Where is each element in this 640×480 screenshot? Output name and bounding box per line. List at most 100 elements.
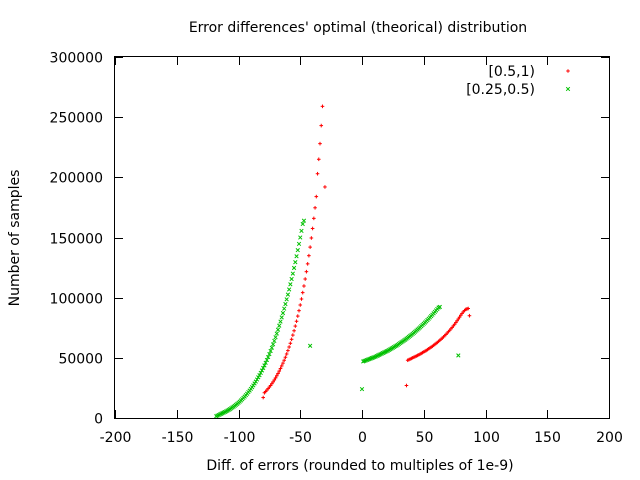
data-point: [295, 314, 300, 318]
legend-label: [0.5,1): [488, 64, 535, 80]
y-tick-label: 50000: [58, 352, 103, 368]
data-point: [302, 284, 306, 288]
data-point: [457, 315, 462, 319]
data-point: [278, 366, 283, 371]
data-point: [294, 254, 299, 259]
x-tick-label: -100: [224, 430, 256, 446]
data-point: [273, 335, 278, 340]
x-tick-label: 200: [596, 430, 623, 446]
data-point: [291, 265, 297, 271]
y-tick-label: 0: [94, 412, 103, 428]
data-point: [466, 306, 471, 311]
data-point: [267, 351, 272, 357]
data-point: [272, 378, 277, 382]
data-point: [318, 141, 322, 146]
data-point: [456, 353, 461, 358]
data-point: [295, 247, 300, 253]
data-point: [273, 376, 278, 380]
data-point: [319, 123, 324, 128]
data-point: [437, 304, 442, 310]
data-point: [310, 226, 315, 231]
data-point: [312, 216, 316, 221]
data-point: [264, 357, 270, 363]
data-point: [289, 276, 294, 282]
data-point: [279, 364, 284, 368]
data-point: [298, 235, 303, 240]
data-point: [268, 383, 273, 388]
data-point: [308, 245, 312, 249]
data-point: [257, 373, 262, 378]
legend-label: [0.25,0.5): [466, 82, 535, 98]
data-point: [269, 345, 274, 350]
data-point: [277, 323, 282, 328]
series-1: [214, 218, 461, 419]
data-point: [274, 373, 279, 378]
x-tick-label: -200: [100, 430, 132, 446]
x-tick-label: 100: [473, 430, 500, 446]
data-point: [316, 157, 321, 162]
data-point: [277, 369, 282, 373]
data-point: [298, 303, 303, 307]
data-point: [283, 355, 288, 360]
data-point: [454, 320, 458, 325]
data-point: [270, 342, 276, 347]
data-point: [279, 315, 284, 320]
data-point: [459, 313, 463, 318]
data-point: [289, 337, 294, 342]
x-tick-label: 0: [358, 430, 367, 446]
data-point: [307, 343, 313, 348]
data-point: [315, 171, 320, 176]
data-point: [292, 328, 296, 333]
data-point: [259, 368, 265, 373]
data-point: [297, 308, 301, 313]
data-point: [287, 345, 291, 349]
data-point: [282, 358, 286, 363]
x-tick-label: -50: [289, 430, 312, 446]
series-layer: [214, 104, 472, 419]
data-point: [293, 260, 298, 265]
data-point: [285, 292, 291, 297]
data-point: [284, 297, 289, 302]
data-point: [271, 380, 275, 384]
y-tick-label: 100000: [50, 292, 103, 308]
data-point: [253, 379, 258, 384]
data-point: [313, 205, 317, 210]
series-0: [261, 104, 472, 400]
data-point: [359, 386, 365, 392]
data-point: [256, 375, 261, 380]
data-point: [275, 327, 281, 332]
data-point: [299, 228, 304, 234]
data-point: [404, 383, 409, 388]
data-point: [274, 331, 279, 336]
x-tick-label: 50: [416, 430, 434, 446]
y-axis-ticks: 0 50000 100000 150000 200000 250000 300000: [50, 51, 609, 428]
data-point: [261, 395, 265, 400]
data-point: [263, 360, 268, 365]
y-tick-label: 250000: [50, 111, 103, 127]
data-point: [276, 371, 280, 376]
data-point: [303, 277, 307, 281]
y-tick-label: 150000: [50, 232, 103, 248]
data-point: [282, 306, 287, 311]
x-axis-ticks: -200 -150 -100 -50 0 50 100 150 200: [100, 57, 623, 446]
y-axis-label: Number of samples: [7, 170, 23, 307]
data-point: [278, 319, 283, 324]
legend-marker: [566, 69, 570, 73]
x-tick-label: -150: [162, 430, 194, 446]
data-point: [280, 310, 286, 316]
data-point: [307, 253, 311, 258]
data-point: [299, 297, 304, 301]
data-point: [293, 324, 298, 328]
data-point: [284, 352, 289, 356]
data-point: [288, 282, 293, 287]
data-point: [320, 104, 325, 109]
data-point: [300, 290, 305, 295]
data-point: [305, 262, 310, 266]
data-point: [283, 301, 288, 307]
data-point: [304, 269, 309, 274]
y-tick-label: 300000: [50, 51, 103, 67]
data-point: [288, 341, 293, 346]
data-point: [290, 271, 295, 276]
data-point: [272, 338, 277, 344]
